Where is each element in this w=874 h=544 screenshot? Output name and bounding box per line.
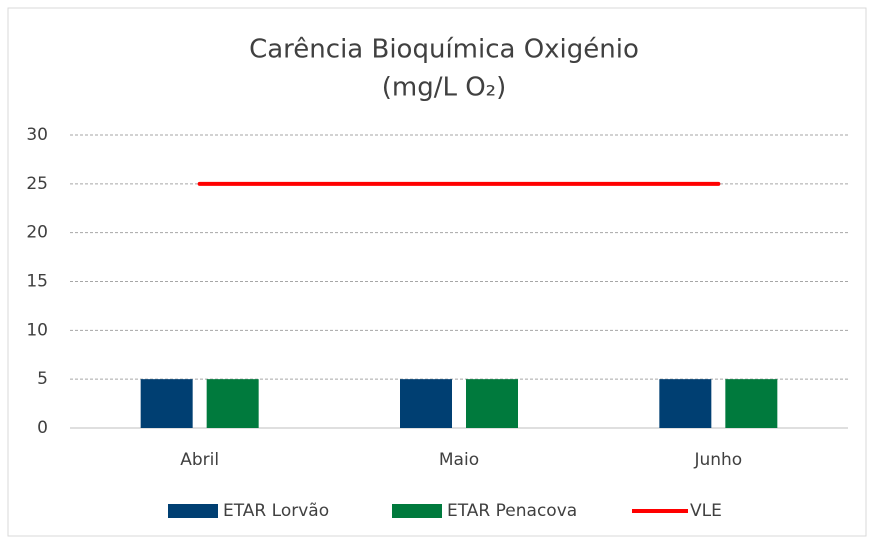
x-tick-label: Maio bbox=[439, 450, 479, 470]
bar bbox=[466, 379, 518, 428]
bar bbox=[659, 379, 712, 428]
y-tick-label: 25 bbox=[26, 174, 48, 194]
legend-swatch bbox=[168, 504, 218, 518]
y-tick-label: 5 bbox=[37, 369, 48, 389]
legend-label: ETAR Penacova bbox=[447, 501, 577, 521]
legend-swatch bbox=[392, 504, 442, 518]
y-tick-label: 10 bbox=[26, 320, 48, 340]
chart-border bbox=[7, 7, 867, 537]
bar bbox=[206, 379, 259, 428]
x-tick-label: Junho bbox=[693, 450, 742, 470]
legend-label: ETAR Lorvão bbox=[223, 501, 329, 521]
bar bbox=[400, 379, 452, 428]
y-tick-label: 0 bbox=[37, 418, 48, 438]
y-tick-label: 30 bbox=[26, 125, 48, 145]
chart-subtitle: (mg/L O₂) bbox=[382, 73, 507, 103]
bar bbox=[140, 379, 193, 428]
y-tick-label: 20 bbox=[26, 223, 48, 243]
chart-title: Carência Bioquímica Oxigénio bbox=[249, 35, 639, 65]
x-tick-label: Abril bbox=[180, 450, 219, 470]
y-tick-label: 15 bbox=[26, 272, 48, 292]
bar bbox=[725, 379, 778, 428]
legend-label: VLE bbox=[690, 501, 722, 521]
